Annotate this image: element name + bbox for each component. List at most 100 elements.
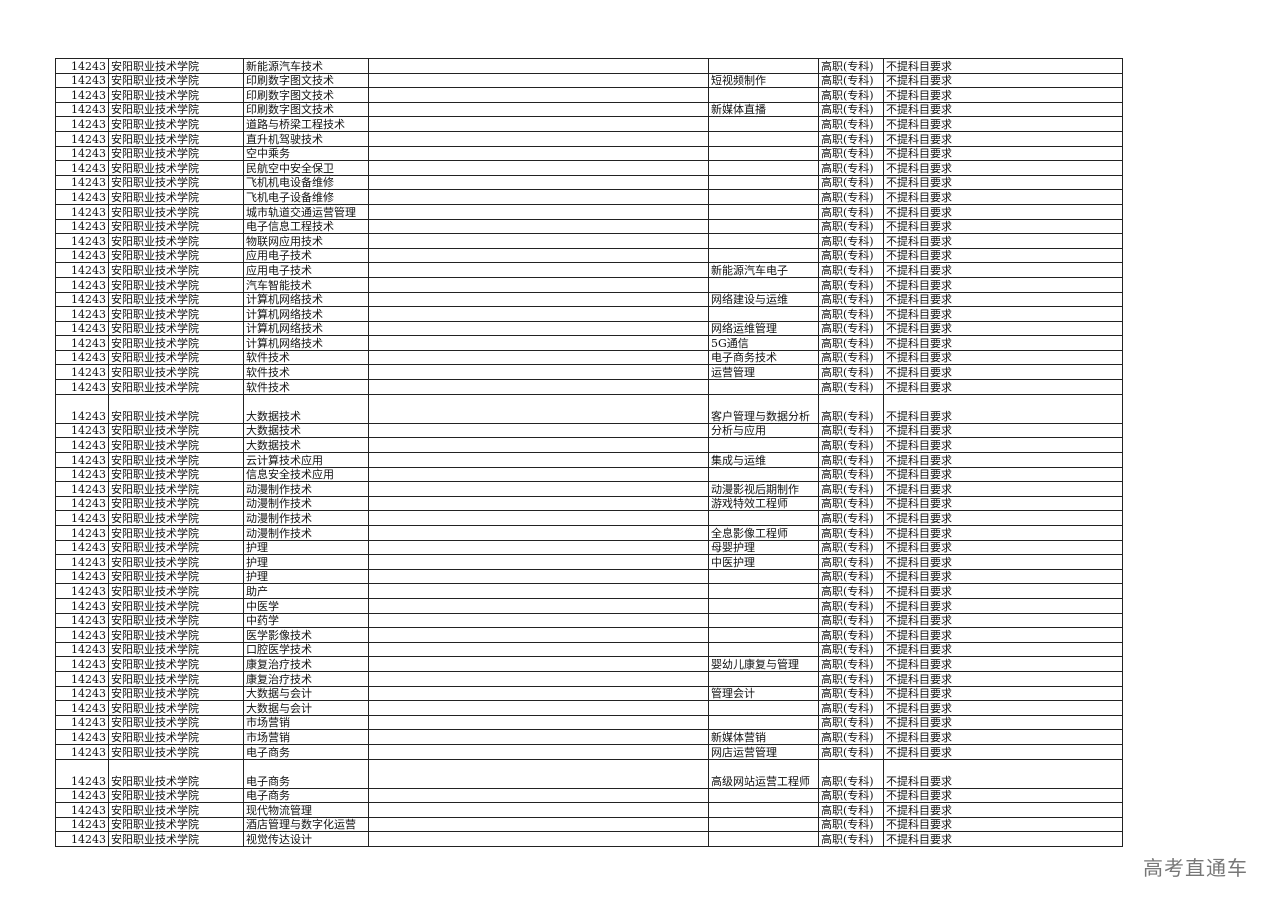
- education-level: 高职(专科): [818, 335, 884, 351]
- school-name: 安阳职业技术学院: [108, 130, 244, 147]
- empty-cell: [368, 743, 709, 760]
- school-name: 安阳职业技术学院: [108, 306, 244, 322]
- empty-cell: [368, 379, 709, 395]
- school-name: 安阳职业技术学院: [108, 802, 244, 818]
- major-name: 动漫制作技术: [243, 481, 369, 497]
- code: 14243: [55, 306, 109, 322]
- table-row: 14243 安阳职业技术学院 电子商务 网店运营管理 高职(专科) 不提科目要求: [55, 743, 1123, 760]
- table-row: 14243 安阳职业技术学院 应用电子技术 高职(专科) 不提科目要求: [55, 247, 1123, 264]
- code: 14243: [55, 291, 109, 308]
- school-name: 安阳职业技术学院: [108, 218, 244, 235]
- empty-cell: [368, 203, 709, 220]
- major-direction: 网络建设与运维: [708, 291, 819, 308]
- school-name: 安阳职业技术学院: [108, 349, 244, 366]
- subject-requirement: 不提科目要求: [883, 291, 1123, 308]
- table-row: 14243 安阳职业技术学院 中药学 高职(专科) 不提科目要求: [55, 612, 1123, 629]
- major-direction: 网店运营管理: [708, 743, 819, 760]
- code: 14243: [55, 743, 109, 760]
- subject-requirement: 不提科目要求: [883, 641, 1123, 658]
- education-level: 高职(专科): [818, 539, 884, 556]
- table-row: 14243 安阳职业技术学院 医学影像技术 高职(专科) 不提科目要求: [55, 627, 1123, 643]
- major-name: 大数据与会计: [243, 700, 369, 716]
- empty-cell: [368, 452, 709, 468]
- major-name: 动漫制作技术: [243, 510, 369, 526]
- education-level: 高职(专科): [818, 218, 884, 235]
- education-level: 高职(专科): [818, 627, 884, 643]
- school-name: 安阳职业技术学院: [108, 831, 244, 848]
- major-direction: 分析与应用: [708, 422, 819, 439]
- education-level: 高职(专科): [818, 58, 884, 74]
- major-name: 软件技术: [243, 349, 369, 366]
- subject-requirement: 不提科目要求: [883, 379, 1123, 395]
- empty-cell: [368, 320, 709, 337]
- education-level: 高职(专科): [818, 787, 884, 804]
- major-name: 计算机网络技术: [243, 306, 369, 322]
- school-name: 安阳职业技术学院: [108, 700, 244, 716]
- major-name: 动漫制作技术: [243, 495, 369, 512]
- code: 14243: [55, 160, 109, 176]
- major-direction: 婴幼儿康复与管理: [708, 656, 819, 672]
- education-level: 高职(专科): [818, 758, 884, 789]
- subject-requirement: 不提科目要求: [883, 525, 1123, 541]
- education-level: 高职(专科): [818, 816, 884, 833]
- table-row: 14243 安阳职业技术学院 新能源汽车技术 高职(专科) 不提科目要求: [55, 58, 1123, 74]
- major-direction: [708, 276, 819, 293]
- empty-cell: [368, 802, 709, 818]
- table-row: 14243 安阳职业技术学院 印刷数字图文技术 短视频制作 高职(专科) 不提科目要求: [55, 72, 1123, 89]
- empty-cell: [368, 72, 709, 89]
- major-direction: [708, 583, 819, 599]
- major-direction: [708, 145, 819, 162]
- subject-requirement: 不提科目要求: [883, 262, 1123, 278]
- major-direction: [708, 247, 819, 264]
- major-direction: 游戏特效工程师: [708, 495, 819, 512]
- table-row: 14243 安阳职业技术学院 应用电子技术 新能源汽车电子 高职(专科) 不提科目要求: [55, 262, 1123, 278]
- major-direction: 集成与运维: [708, 452, 819, 468]
- code: 14243: [55, 233, 109, 249]
- subject-requirement: 不提科目要求: [883, 539, 1123, 556]
- education-level: 高职(专科): [818, 568, 884, 585]
- empty-cell: [368, 393, 709, 424]
- school-name: 安阳职业技术学院: [108, 58, 244, 74]
- code: 14243: [55, 320, 109, 337]
- code: 14243: [55, 130, 109, 147]
- major-name: 汽车智能技术: [243, 276, 369, 293]
- education-level: 高职(专科): [818, 203, 884, 220]
- major-name: 市场营销: [243, 714, 369, 731]
- education-level: 高职(专科): [818, 743, 884, 760]
- subject-requirement: 不提科目要求: [883, 203, 1123, 220]
- empty-cell: [368, 276, 709, 293]
- empty-cell: [368, 58, 709, 74]
- table-row: 14243 安阳职业技术学院 电子商务 高职(专科) 不提科目要求: [55, 787, 1123, 804]
- major-direction: [708, 189, 819, 205]
- code: 14243: [55, 116, 109, 132]
- subject-requirement: 不提科目要求: [883, 320, 1123, 337]
- major-direction: [708, 714, 819, 731]
- empty-cell: [368, 525, 709, 541]
- code: 14243: [55, 525, 109, 541]
- major-name: 助产: [243, 583, 369, 599]
- school-name: 安阳职业技术学院: [108, 568, 244, 585]
- code: 14243: [55, 174, 109, 191]
- school-name: 安阳职业技术学院: [108, 597, 244, 614]
- code: 14243: [55, 700, 109, 716]
- school-name: 安阳职业技术学院: [108, 670, 244, 687]
- education-level: 高职(专科): [818, 495, 884, 512]
- school-name: 安阳职业技术学院: [108, 743, 244, 760]
- code: 14243: [55, 641, 109, 658]
- major-name: 电子信息工程技术: [243, 218, 369, 235]
- code: 14243: [55, 670, 109, 687]
- major-name: 软件技术: [243, 379, 369, 395]
- school-name: 安阳职业技术学院: [108, 539, 244, 556]
- major-direction: [708, 510, 819, 526]
- code: 14243: [55, 831, 109, 848]
- major-direction: [708, 58, 819, 74]
- major-name: 护理: [243, 568, 369, 585]
- education-level: 高职(专科): [818, 481, 884, 497]
- table-row: 14243 安阳职业技术学院 口腔医学技术 高职(专科) 不提科目要求: [55, 641, 1123, 658]
- major-name: 印刷数字图文技术: [243, 87, 369, 103]
- major-name: 大数据技术: [243, 437, 369, 454]
- school-name: 安阳职业技术学院: [108, 291, 244, 308]
- major-name: 城市轨道交通运营管理: [243, 203, 369, 220]
- education-level: 高职(专科): [818, 262, 884, 278]
- empty-cell: [368, 189, 709, 205]
